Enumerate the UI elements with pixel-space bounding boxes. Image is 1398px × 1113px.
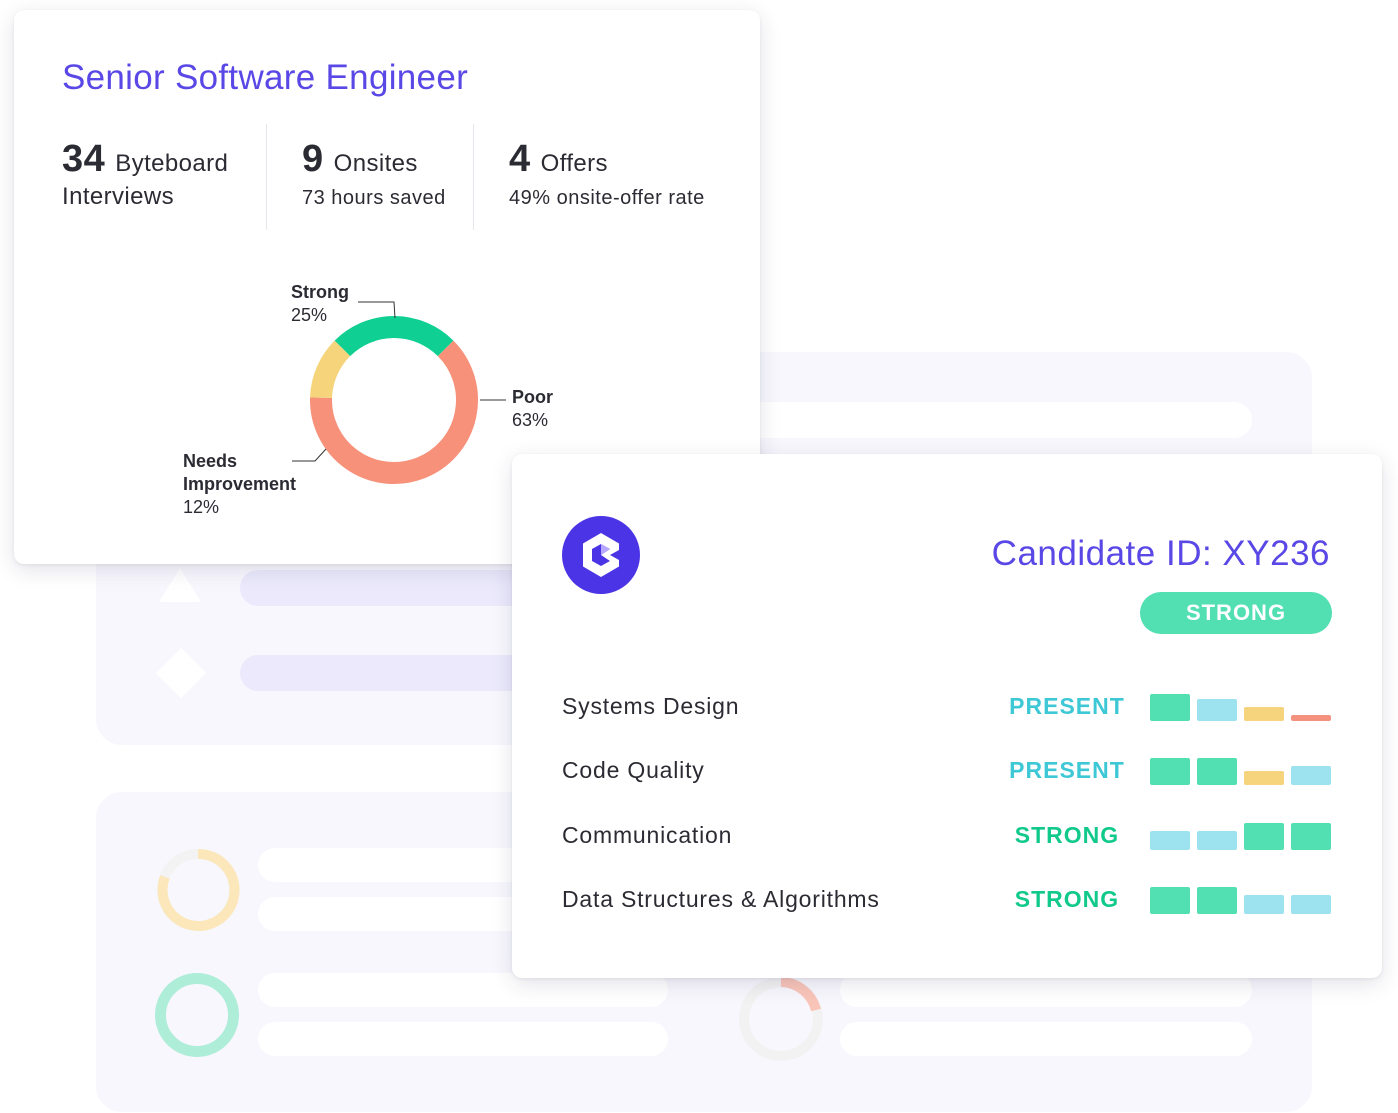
skill-score-bar [1197,887,1237,914]
skill-level: STRONG [1014,886,1120,912]
skill-name: Systems Design [562,693,740,719]
skill-name: Code Quality [562,757,705,783]
ring-placeholder-icon [739,977,823,1061]
stat-offers: 4 Offers 49% onsite-offer rate [509,138,705,210]
donut-slice-needs-improvement [310,340,351,399]
stat-unit: Byteboard [115,150,229,177]
stat-unit: Offers [540,150,608,177]
stat-subtitle: Interviews [62,183,175,210]
diamond-placeholder-icon [156,648,206,698]
donut-slice-strong [334,316,454,357]
job-title: Senior Software Engineer [62,58,469,97]
stat-unit: Onsites [333,150,418,177]
skill-score-bar [1291,715,1331,721]
triangle-placeholder-icon [159,568,201,602]
skill-score-bar [1197,831,1237,850]
slice-label-strong: Strong 25% [291,281,349,327]
skill-name: Communication [562,822,733,848]
skill-level: PRESENT [1009,757,1125,783]
skill-score-bar [1244,823,1284,850]
skill-score-bar [1197,758,1237,785]
slice-value: 63% [512,410,549,430]
slice-label: Poor [512,387,554,407]
stat-subtitle: 49% onsite-offer rate [509,187,705,209]
slice-label: Strong [291,282,349,302]
placeholder-bar [240,655,540,691]
slice-label: Needs [183,451,238,471]
skill-score-bar [1244,895,1284,914]
slice-label-needs-improvement: Needs Improvement 12% [183,450,296,519]
skill-score-bar [1244,707,1284,721]
skill-score-bar [1244,771,1284,785]
skill-level: PRESENT [1009,693,1125,719]
stat-number: 34 [62,138,106,180]
overall-rating-badge: STRONG [1140,592,1332,634]
placeholder-bar [840,973,1252,1007]
skill-score-bar [1150,694,1190,721]
placeholder-bar [258,848,538,882]
skill-score-bar [1150,831,1190,850]
placeholder-bar [258,897,538,931]
slice-label-poor: Poor 63% [512,386,553,432]
placeholder-bar [740,402,1252,438]
skill-score-bar [1291,895,1331,914]
slice-value: 12% [183,497,220,517]
placeholder-bar [258,1022,668,1056]
slice-value: 25% [291,305,328,325]
slice-label: Improvement [183,474,297,494]
stat-subtitle: 73 hours saved [302,187,446,209]
stat-divider [473,124,474,230]
stat-number: 4 [509,138,531,180]
skill-level: STRONG [1014,822,1120,848]
skill-name: Data Structures & Algorithms [562,886,880,912]
ring-placeholder-icon [157,848,240,931]
chart-leader-lines [292,301,506,462]
byteboard-logo-icon [562,516,640,594]
skill-score-bar [1291,823,1331,850]
stat-number: 9 [302,138,324,180]
stat-onsites: 9 Onsites 73 hours saved [302,138,446,210]
donut-slice-poor [310,340,478,484]
job-summary-card: Senior Software Engineer 34 Byteboard Int… [14,10,760,564]
placeholder-bar [840,1022,1252,1056]
candidate-card: Candidate ID: XY236 STRONG Systems Desig… [512,454,1382,978]
placeholder-bar [240,570,540,606]
stat-divider [266,124,267,230]
skill-score-bar [1150,887,1190,914]
ring-placeholder-icon [155,973,239,1057]
rating-donut-chart [310,316,478,484]
skill-score-bar [1291,766,1331,785]
skill-score-bar [1197,699,1237,721]
candidate-id-title: Candidate ID: XY236 [991,534,1330,573]
placeholder-bar [258,973,668,1007]
stat-interviews: 34 Byteboard Interviews [62,138,228,211]
skill-score-bar [1150,758,1190,785]
